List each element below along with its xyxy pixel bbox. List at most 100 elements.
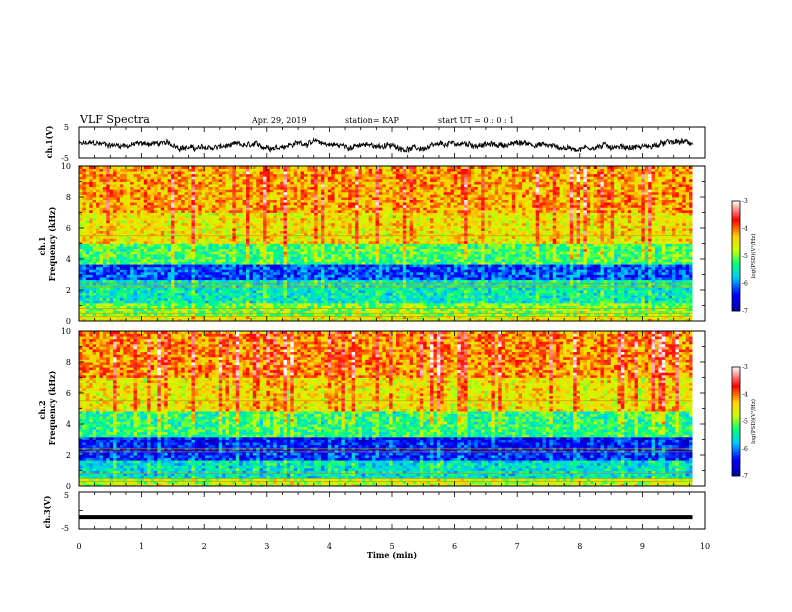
spec1-psd-cell (498, 306, 502, 309)
spec1-psd-cell (96, 313, 100, 316)
spec1-psd-cell (219, 313, 223, 316)
spec1-psd-cell (454, 313, 458, 316)
spec1-psd-cell (161, 313, 165, 316)
spec1-psd-cell (675, 306, 679, 309)
spec1-psd-cell (318, 313, 322, 316)
spec1-psd-cell (488, 313, 492, 316)
spec1-psd-cell (386, 313, 390, 316)
spec1-psd-cell (560, 303, 564, 306)
spec1-psd-cell (457, 295, 461, 298)
spec1-psd-cell (144, 306, 148, 309)
spec1-psd-cell (410, 303, 414, 306)
spec1-psd-cell (86, 313, 90, 316)
spec1-psd-cell (229, 298, 233, 301)
spec1-psd-cell (444, 295, 448, 298)
spec1-psd-cell (474, 306, 478, 309)
spec1-psd-cell (406, 295, 410, 298)
spec1-psd-cell (635, 300, 639, 303)
spec1-psd-cell (590, 298, 594, 301)
spec1-psd-cell (396, 300, 400, 303)
spec1-psd-cell (277, 306, 281, 309)
spec1-psd-cell (290, 300, 294, 303)
spec1-psd-cell (621, 306, 625, 309)
spec1-psd-cell (89, 303, 93, 306)
spec1-psd-cell (512, 300, 516, 303)
spec1-psd-cell (164, 300, 168, 303)
spec1-psd-cell (99, 298, 103, 301)
spec1-psd-cell (607, 303, 611, 306)
spec1-psd-cell (372, 295, 376, 298)
spec1-psd-cell (658, 303, 662, 306)
spec1-psd-cell (491, 300, 495, 303)
spec1-psd-cell (607, 300, 611, 303)
spec1-psd-cell (89, 313, 93, 316)
spec1-psd-cell (311, 313, 315, 316)
spec1-psd-cell (253, 306, 257, 309)
spec1-psd-cell (355, 300, 359, 303)
spec1-psd-cell (106, 298, 110, 301)
spec1-psd-cell (358, 295, 362, 298)
spec1-psd-cell (379, 306, 383, 309)
spec1-psd-cell (307, 295, 311, 298)
spec1-psd-cell (594, 295, 598, 298)
spec1-psd-cell (99, 295, 103, 298)
spec1-psd-cell (335, 300, 339, 303)
spec1-psd-cell (352, 295, 356, 298)
spec1-psd-cell (358, 298, 362, 301)
spec1-psd-cell (178, 295, 182, 298)
spec1-psd-cell (318, 295, 322, 298)
spec1-psd-cell (389, 306, 393, 309)
spec1-psd-cell (600, 295, 604, 298)
spec1-psd-cell (611, 306, 615, 309)
spec1-psd-cell (406, 303, 410, 306)
spec1-psd-cell (577, 313, 581, 316)
spec1-psd-cell (161, 303, 165, 306)
spec1-psd-cell (266, 298, 270, 301)
spec1-psd-cell (590, 313, 594, 316)
spec1-psd-cell (437, 300, 441, 303)
spec1-psd-cell (430, 300, 434, 303)
spec1-psd-cell (689, 303, 693, 306)
spec1-psd-cell (393, 313, 397, 316)
spec1-psd-cell (185, 295, 189, 298)
spec1-psd-cell (96, 300, 100, 303)
spec1-psd-cell (174, 295, 178, 298)
spec1-psd-cell (618, 300, 622, 303)
spec1-psd-cell (246, 298, 250, 301)
spec1-psd-cell (161, 295, 165, 298)
spec1-psd-cell (546, 306, 550, 309)
spec1-psd-cell (287, 306, 291, 309)
spec1-psd-cell (430, 306, 434, 309)
spec1-psd-cell (573, 298, 577, 301)
spec1-psd-cell (393, 298, 397, 301)
spec1-psd-cell (413, 300, 417, 303)
spec1-psd-cell (324, 295, 328, 298)
spec1-psd-cell (335, 303, 339, 306)
spec1-psd-cell (168, 295, 172, 298)
spec1-psd-cell (624, 300, 628, 303)
spec1-psd-cell (161, 300, 165, 303)
spec1-psd-cell (137, 306, 141, 309)
spec1-psd-cell (502, 298, 506, 301)
spec1-psd-cell (372, 313, 376, 316)
spec1-psd-cell (457, 300, 461, 303)
spec1-psd-cell (318, 298, 322, 301)
spec1-psd-cell (468, 298, 472, 301)
spec1-psd-cell (573, 306, 577, 309)
spec1-psd-cell (686, 313, 690, 316)
spec1-psd-cell (652, 298, 656, 301)
spec1-psd-cell (198, 306, 202, 309)
spec1-psd-cell (181, 300, 185, 303)
spec1-psd-cell (277, 298, 281, 301)
spec1-psd-cell (134, 313, 138, 316)
spec1-psd-cell (577, 295, 581, 298)
spec1-psd-cell (243, 313, 247, 316)
spec1-psd-cell (365, 306, 369, 309)
spec1-psd-cell (423, 303, 427, 306)
spec1-psd-cell (645, 300, 649, 303)
spec1-psd-cell (123, 295, 127, 298)
spec1-psd-cell (283, 298, 287, 301)
ch1-ytick-top: 5 (64, 123, 69, 132)
spec1-psd-cell (573, 295, 577, 298)
spec1-psd-cell (430, 295, 434, 298)
